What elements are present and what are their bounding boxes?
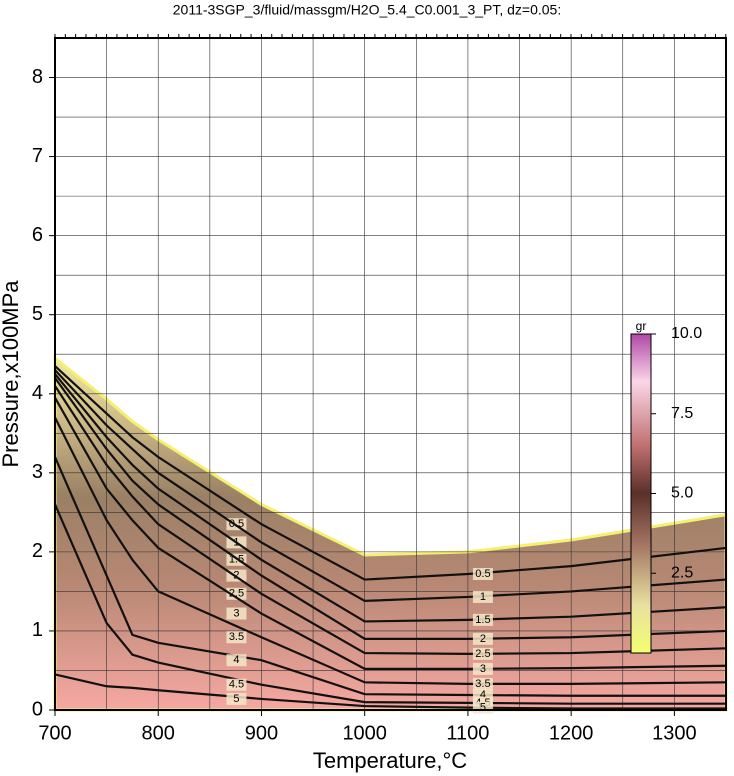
contour-line <box>53 504 726 705</box>
contour-label-bg <box>226 631 247 644</box>
contour-label-bg <box>226 607 247 620</box>
contour-label-bg <box>226 678 247 691</box>
y-tick-label: 8 <box>32 66 43 88</box>
contour-label: 2.5 <box>229 588 244 600</box>
colorbar-label: gr <box>636 319 647 333</box>
x-tick-label: 700 <box>38 722 71 744</box>
chart-title: 2011-3SGP_3/fluid/massgm/H2O_5.4_C0.001_… <box>173 2 561 18</box>
x-tick-label: 1100 <box>446 722 489 744</box>
contour-line <box>54 373 727 623</box>
contour-line <box>54 673 726 710</box>
contour-label-bg <box>472 568 493 581</box>
contour-line <box>54 385 727 655</box>
y-tick-label: 1 <box>32 619 43 641</box>
contour-label: 4 <box>233 654 239 666</box>
colorbar-tick-label: 5.0 <box>671 485 693 502</box>
x-tick-label: 1000 <box>342 722 387 744</box>
contour-label: 2 <box>233 570 239 582</box>
x-tick-label: 800 <box>142 722 175 744</box>
y-tick-label: 0 <box>32 698 43 720</box>
colorbar-tick-label: 7.5 <box>671 405 693 422</box>
y-axis-title: Pressure,x100MPa <box>0 280 23 468</box>
y-tick-label: 7 <box>32 145 43 167</box>
contour-line <box>54 397 727 670</box>
contour-label-bg <box>472 662 493 675</box>
contour-label: 5 <box>480 702 486 714</box>
contour-line <box>54 365 727 581</box>
y-tick-label: 2 <box>32 540 43 562</box>
contour-line <box>53 456 726 697</box>
contour-label-bg <box>226 692 247 705</box>
contour-label-bg <box>472 677 493 690</box>
contour-label: 3.5 <box>475 678 490 690</box>
contour-label: 1.5 <box>475 614 490 626</box>
contour-label: 4 <box>480 689 486 701</box>
contour-label-bg <box>472 632 493 645</box>
contour-line <box>54 377 727 640</box>
y-tick-label: 5 <box>32 303 43 325</box>
y-tick-label: 4 <box>32 382 43 404</box>
contour-line <box>54 416 727 686</box>
contour-label: 1 <box>480 591 486 603</box>
contour-label: 3 <box>480 663 486 675</box>
x-tick-label: 1300 <box>652 722 697 744</box>
contour-label-bg <box>472 613 493 626</box>
colorbar <box>630 333 652 654</box>
plot-frame <box>54 37 727 711</box>
contour-label: 5 <box>233 693 239 705</box>
contour-label-bg <box>472 647 493 660</box>
x-axis-title: Temperature,°C <box>313 748 467 773</box>
y-tick-label: 3 <box>32 461 43 483</box>
contour-label: 4.5 <box>229 679 244 691</box>
contour-label: 3 <box>233 607 239 619</box>
contour-line <box>54 369 727 603</box>
contour-label-bg <box>226 587 247 600</box>
contour-label: 0.5 <box>475 568 490 580</box>
contour-label: 2 <box>480 633 486 645</box>
contour-label-bg <box>226 654 247 667</box>
contour-label: 2.5 <box>475 648 490 660</box>
contour-label-bg <box>472 590 493 603</box>
colorbar-tick-label: 10.0 <box>671 325 702 342</box>
contour-label: 3.5 <box>229 631 244 643</box>
x-tick-label: 900 <box>245 722 278 744</box>
y-tick-label: 6 <box>32 224 43 246</box>
x-tick-label: 1200 <box>549 722 594 744</box>
colorbar-tick-label: 2.5 <box>671 564 693 581</box>
